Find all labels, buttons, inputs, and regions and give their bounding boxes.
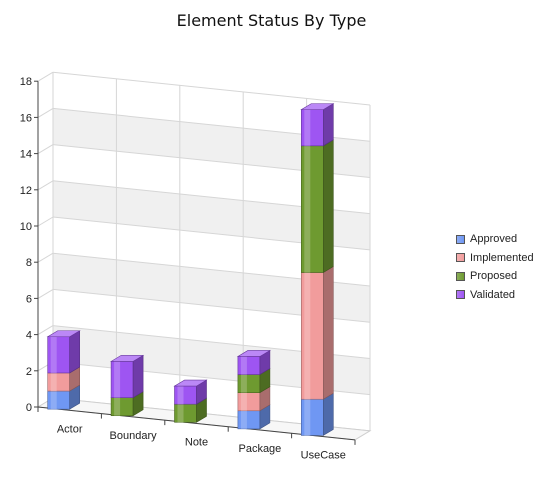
legend-swatch [456, 271, 465, 281]
side-gridline [37, 252, 54, 263]
bar-side [69, 330, 80, 374]
bar-highlight [240, 356, 247, 375]
bar-side [322, 392, 334, 436]
bar-highlight [304, 272, 311, 400]
bar-top [173, 379, 208, 387]
legend-label: Proposed [470, 270, 518, 283]
legend-swatch [456, 234, 465, 244]
wall-band [53, 180, 370, 250]
bar-top [46, 330, 81, 338]
legend-label: Implemented [470, 251, 534, 264]
bar-top [300, 103, 335, 110]
legend-item: Validated [456, 286, 534, 305]
bar-top [236, 350, 271, 357]
bar-highlight [177, 404, 184, 423]
bar-segment-validated [236, 349, 271, 376]
bar-side [132, 354, 144, 399]
y-tick-label: 18 [20, 76, 32, 88]
y-tick-label: 4 [26, 330, 32, 342]
chart-title: Element Status By Type [176, 11, 367, 30]
bar-highlight [50, 336, 57, 373]
bar-highlight [304, 109, 311, 146]
bar-segment-implemented [300, 265, 334, 400]
bar-highlight [304, 145, 311, 273]
bar-top [110, 355, 145, 362]
bar-highlight [50, 391, 57, 410]
legend-item: Proposed [456, 267, 534, 286]
wall-band [53, 325, 370, 395]
y-tick-label: 8 [26, 257, 32, 269]
y-tick-label: 0 [26, 402, 32, 414]
side-gridline [37, 180, 54, 191]
side-gridline [37, 288, 54, 299]
legend-label: Validated [470, 288, 516, 301]
bar-segment-proposed [300, 139, 334, 274]
bar-highlight [304, 399, 311, 436]
legend-label: Approved [470, 233, 518, 246]
side-gridline [37, 71, 54, 82]
bar-segment-proposed [237, 368, 271, 394]
y-tick-label: 2 [26, 366, 32, 378]
bar-segment-approved [47, 384, 80, 410]
bar-highlight [114, 397, 121, 416]
bar-segment-validated [300, 103, 335, 147]
x-tick-label: Package [238, 443, 281, 455]
wall-band [53, 217, 370, 287]
bar-side [322, 103, 334, 147]
bar-highlight [240, 374, 247, 393]
bar-highlight [114, 361, 121, 398]
legend-swatch [456, 290, 465, 300]
side-gridline [37, 325, 54, 336]
bar-segment-approved [237, 404, 271, 430]
bar-highlight [50, 372, 57, 392]
wall-band [53, 108, 370, 178]
wall-band [53, 144, 370, 214]
y-tick-label: 6 [26, 293, 32, 305]
x-tick-label: UseCase [301, 450, 346, 462]
legend: Approved Implemented Proposed Validated [456, 230, 534, 304]
bar-highlight [177, 386, 184, 405]
bar-segment-proposed [174, 397, 207, 423]
x-tick-label: Boundary [110, 430, 158, 442]
legend-swatch [456, 253, 465, 263]
y-tick-label: 12 [20, 185, 32, 197]
bar-segment-implemented [237, 386, 271, 412]
x-tick-label: Actor [57, 423, 83, 435]
bar-segment-validated [46, 330, 81, 374]
y-tick-label: 10 [20, 221, 32, 233]
horizontal-gridline [52, 71, 371, 106]
bar-highlight [240, 392, 247, 411]
wall-band [53, 289, 370, 359]
side-gridline [37, 107, 54, 118]
bar-side [322, 265, 334, 400]
bar-segment-approved [300, 392, 334, 436]
legend-item: Implemented [456, 249, 534, 268]
bar-side [322, 139, 334, 274]
y-tick-label: 14 [20, 149, 32, 161]
wall-band [53, 253, 370, 323]
side-gridline [37, 216, 54, 227]
y-tick-label: 16 [20, 112, 32, 124]
bar-highlight [240, 410, 247, 429]
bar-segment-validated [173, 379, 208, 405]
bar-segment-validated [110, 354, 145, 399]
legend-item: Approved [456, 230, 534, 249]
wall-band [53, 72, 370, 142]
x-tick-label: Note [185, 436, 208, 448]
side-gridline [37, 144, 54, 155]
